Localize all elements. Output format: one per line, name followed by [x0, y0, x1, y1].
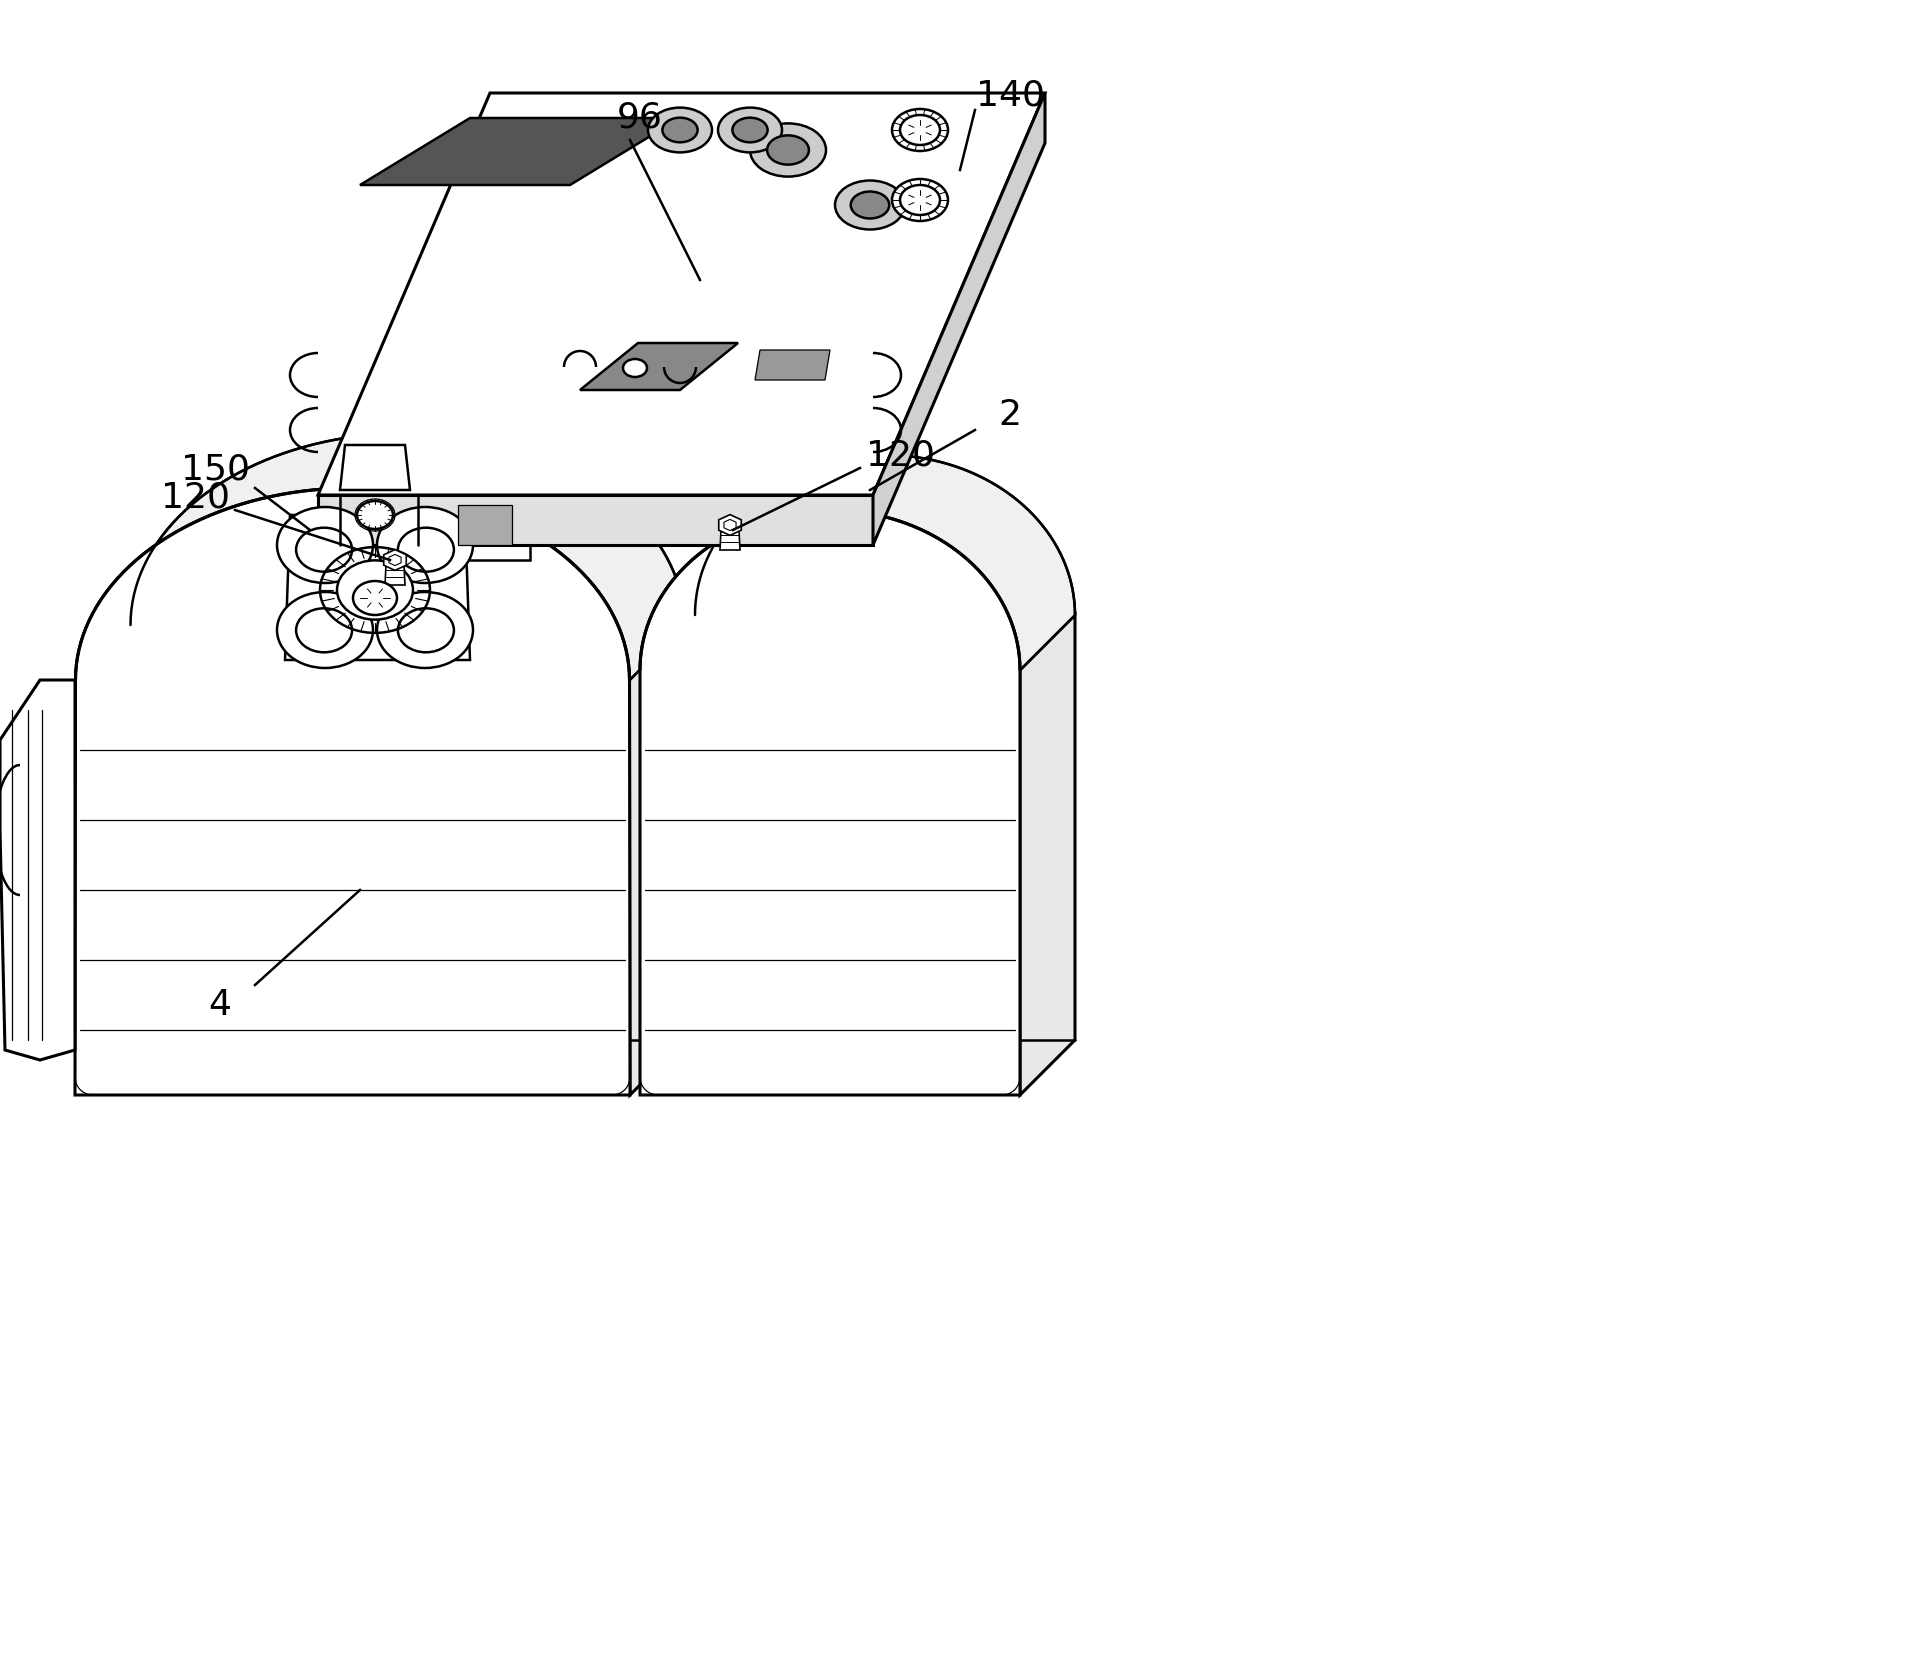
Polygon shape: [1020, 615, 1075, 1095]
Ellipse shape: [768, 135, 810, 165]
Polygon shape: [74, 488, 630, 1095]
Polygon shape: [724, 520, 735, 531]
Polygon shape: [439, 495, 529, 560]
Polygon shape: [76, 433, 684, 680]
Polygon shape: [386, 565, 405, 585]
Polygon shape: [0, 680, 74, 1059]
Polygon shape: [640, 455, 1075, 670]
Polygon shape: [718, 515, 741, 535]
Polygon shape: [285, 515, 470, 660]
Polygon shape: [390, 555, 401, 565]
Polygon shape: [640, 510, 1020, 1095]
Ellipse shape: [353, 582, 397, 615]
Ellipse shape: [900, 185, 940, 216]
Polygon shape: [581, 343, 737, 389]
Text: 2: 2: [999, 398, 1022, 433]
Ellipse shape: [751, 124, 825, 177]
Ellipse shape: [663, 117, 697, 142]
Ellipse shape: [900, 115, 940, 145]
Text: 120: 120: [160, 480, 229, 515]
Ellipse shape: [376, 592, 474, 668]
Ellipse shape: [892, 109, 947, 150]
Ellipse shape: [296, 528, 351, 571]
Polygon shape: [720, 530, 739, 550]
Ellipse shape: [732, 117, 768, 142]
Ellipse shape: [718, 107, 781, 152]
Polygon shape: [317, 495, 873, 545]
Polygon shape: [317, 94, 1045, 495]
Text: 140: 140: [976, 79, 1045, 112]
Text: 96: 96: [617, 100, 663, 135]
Ellipse shape: [397, 528, 455, 571]
Ellipse shape: [296, 608, 351, 652]
Ellipse shape: [850, 192, 890, 219]
Polygon shape: [754, 349, 831, 379]
Polygon shape: [458, 505, 512, 545]
Polygon shape: [285, 515, 464, 665]
Ellipse shape: [277, 506, 372, 583]
Polygon shape: [384, 550, 407, 570]
Ellipse shape: [336, 560, 413, 620]
Polygon shape: [630, 625, 686, 1095]
Ellipse shape: [835, 180, 905, 229]
Ellipse shape: [647, 107, 712, 152]
Text: 150: 150: [181, 453, 250, 486]
Ellipse shape: [623, 359, 647, 378]
Ellipse shape: [892, 179, 947, 221]
Ellipse shape: [357, 501, 393, 530]
Ellipse shape: [397, 608, 455, 652]
Ellipse shape: [376, 506, 474, 583]
Polygon shape: [873, 94, 1045, 545]
Ellipse shape: [277, 592, 372, 668]
Polygon shape: [359, 119, 680, 185]
Text: 120: 120: [865, 438, 934, 471]
Text: 4: 4: [208, 988, 231, 1023]
Polygon shape: [340, 444, 411, 490]
